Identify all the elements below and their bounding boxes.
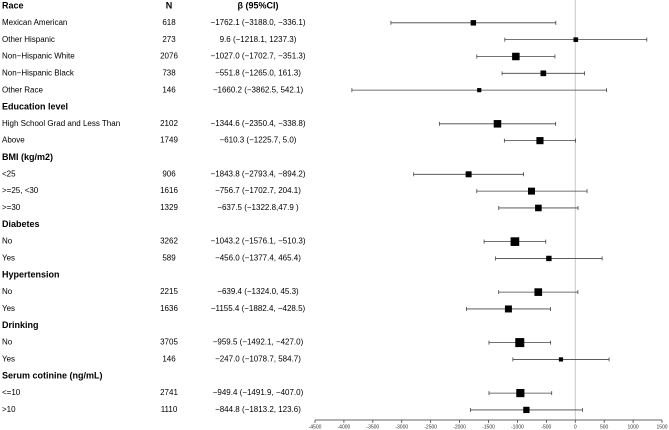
estimate-square — [512, 52, 520, 61]
estimate-square — [465, 171, 472, 178]
estimate-square — [470, 20, 477, 26]
row-ci: −1660.2 (−3862.5, 542.1) — [213, 85, 304, 94]
x-tick-label: -1500 — [482, 424, 495, 430]
estimate-square — [528, 187, 535, 195]
row-ci: −1155.4 (−1882.4, −428.5) — [211, 304, 306, 313]
estimate-square — [573, 37, 579, 42]
row-n: 2741 — [160, 388, 178, 397]
n-header: N — [166, 0, 173, 10]
x-tick-label: -3500 — [366, 424, 379, 430]
row-n: 1749 — [160, 136, 178, 145]
x-tick-label: -2500 — [424, 424, 437, 430]
row-ci: −247.0 (−1078.7, 584.7) — [215, 355, 301, 364]
row-ci: −949.4 (−1491.9, −407.0) — [213, 388, 304, 397]
estimate-square — [535, 204, 542, 212]
x-tick-label: -2000 — [453, 424, 466, 430]
row-label: No — [2, 287, 13, 296]
group-header: Diabetes — [2, 219, 40, 229]
row-ci: −610.3 (−1225.7, 5.0) — [220, 136, 297, 145]
row-n: 3705 — [160, 338, 178, 347]
row-label: Yes — [2, 304, 15, 313]
row-label: <25 — [2, 169, 16, 178]
x-tick-label: -1000 — [511, 424, 524, 430]
group-header: Education level — [2, 101, 68, 111]
row-ci: −1843.8 (−2793.4, −894.2) — [211, 169, 306, 178]
x-tick-label: -500 — [541, 424, 551, 430]
estimate-square — [540, 70, 547, 77]
row-n: 2102 — [160, 119, 178, 128]
row-label: Above — [2, 136, 25, 145]
row-label: Mexican American — [2, 18, 67, 27]
row-ci: −456.0 (−1377.4, 465.4) — [215, 254, 301, 263]
row-label: No — [2, 338, 13, 347]
group-header: Drinking — [2, 320, 39, 330]
group-header: Hypertension — [2, 270, 60, 280]
x-tick-label: 1000 — [628, 424, 639, 430]
row-ci: −639.4 (−1324.0, 45.3) — [217, 287, 299, 296]
row-ci: 9.6 (−1218.1, 1237.3) — [220, 35, 297, 44]
row-n: 1329 — [160, 203, 178, 212]
x-tick-label: 1500 — [656, 424, 667, 430]
row-n: 1110 — [161, 405, 178, 414]
row-n: 3262 — [160, 237, 178, 246]
estimate-square — [477, 88, 482, 93]
row-ci: −1762.1 (−3188.0, −336.1) — [211, 18, 306, 27]
estimate-square — [504, 305, 512, 313]
row-n: 589 — [162, 254, 176, 263]
group-header: Serum cotinine (ng/mL) — [2, 371, 103, 381]
row-label: Non−Hispanic Black — [2, 68, 75, 77]
row-label: >=25, <30 — [2, 186, 39, 195]
row-n: 2076 — [160, 52, 178, 61]
row-ci: −1043.2 (−1576.1, −510.3) — [211, 237, 306, 246]
group-header: Race — [2, 0, 24, 10]
row-ci: −551.8 (−1265.0, 161.3) — [215, 68, 301, 77]
x-tick-label: 500 — [600, 424, 609, 430]
row-label: Yes — [2, 254, 15, 263]
estimate-square — [515, 338, 525, 348]
x-tick-label: -4000 — [338, 424, 351, 430]
estimate-square — [493, 120, 502, 128]
row-label: Non−Hispanic White — [2, 52, 75, 61]
estimate-square — [510, 237, 520, 246]
row-n: 146 — [162, 355, 176, 364]
row-n: 906 — [162, 169, 176, 178]
row-n: 1636 — [160, 304, 178, 313]
estimate-square — [534, 288, 543, 296]
estimate-header: β (95%CI) — [237, 0, 278, 10]
row-label: Other Race — [2, 85, 43, 94]
estimate-square — [558, 357, 564, 362]
row-ci: −756.7 (−1702.7, 204.1) — [215, 186, 301, 195]
row-ci: −637.5 (−1322.8,47.9 ) — [217, 203, 299, 212]
row-n: 2215 — [160, 287, 178, 296]
row-ci: −1344.6 (−2350.4, −338.8) — [211, 119, 306, 128]
row-n: 738 — [162, 68, 176, 77]
x-tick-label: -3000 — [395, 424, 408, 430]
row-label: <=10 — [2, 388, 21, 397]
row-label: Yes — [2, 355, 15, 364]
estimate-square — [536, 137, 544, 145]
row-n: 273 — [162, 35, 176, 44]
row-label: No — [2, 237, 13, 246]
row-n: 618 — [162, 18, 176, 27]
row-ci: −959.5 (−1492.1, −427.0) — [213, 338, 304, 347]
group-header: BMI (kg/m2) — [2, 152, 53, 162]
x-tick-label: -4500 — [309, 424, 322, 430]
row-label: Other Hispanic — [2, 35, 55, 44]
row-n: 146 — [162, 85, 176, 94]
estimate-square — [546, 255, 552, 262]
estimate-square — [523, 406, 530, 414]
row-ci: −844.8 (−1813.2, 123.6) — [215, 405, 301, 414]
row-ci: −1027.0 (−1702.7, −351.3) — [211, 52, 306, 61]
row-label: High School Grad and Less Than — [2, 119, 120, 128]
row-label: >10 — [2, 405, 16, 414]
estimate-square — [516, 389, 525, 398]
x-tick-label: 0 — [574, 424, 577, 430]
row-label: >=30 — [2, 203, 21, 212]
row-n: 1616 — [160, 186, 178, 195]
